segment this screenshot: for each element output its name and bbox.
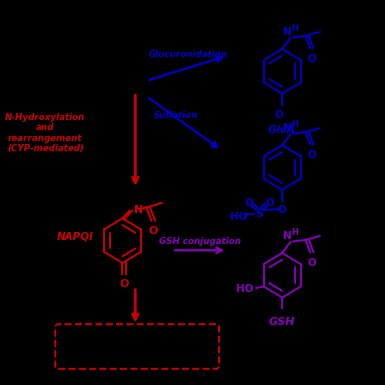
Text: H: H [291, 228, 298, 237]
Text: O: O [120, 279, 129, 289]
Text: N: N [283, 231, 292, 241]
Text: H: H [291, 24, 298, 33]
Text: HO: HO [236, 284, 253, 294]
Text: O: O [265, 198, 274, 208]
Text: NAPQI: NAPQI [56, 232, 94, 242]
Text: O: O [275, 110, 284, 120]
Text: N: N [283, 123, 292, 133]
Text: GSH: GSH [269, 317, 295, 327]
Text: O: O [307, 150, 316, 160]
Text: N: N [283, 27, 292, 37]
Text: Glucuronidation: Glucuronidation [149, 50, 228, 59]
Text: N: N [134, 205, 144, 215]
Text: GSH conjugation: GSH conjugation [159, 237, 241, 246]
Text: Sulfation: Sulfation [154, 111, 198, 120]
Text: O: O [307, 258, 316, 268]
Text: N-Hydroxylation
and
rearrangement
(CYP-mediated): N-Hydroxylation and rearrangement (CYP-m… [5, 113, 85, 153]
Text: HO: HO [231, 212, 248, 222]
Text: O: O [278, 205, 286, 215]
Text: S: S [255, 209, 263, 219]
Text: GlcA: GlcA [268, 125, 296, 135]
Text: H: H [291, 120, 298, 129]
Text: O: O [307, 54, 316, 64]
Text: O: O [245, 198, 253, 208]
Text: O: O [149, 226, 158, 236]
